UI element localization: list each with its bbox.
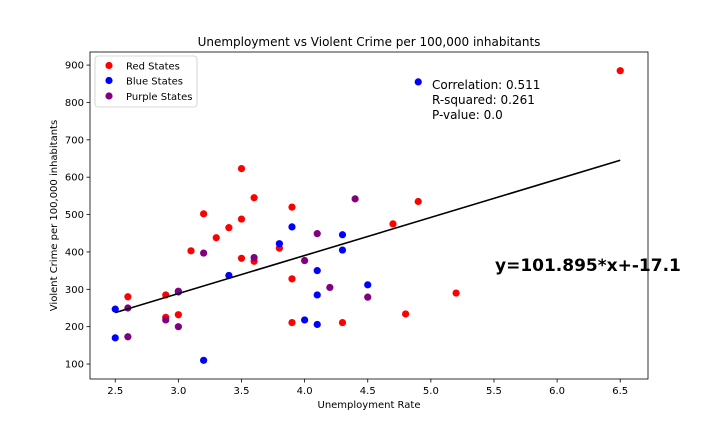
data-point: [212, 234, 220, 242]
data-point: [174, 311, 182, 319]
data-point: [338, 318, 347, 327]
data-point: [174, 323, 182, 331]
data-point: [301, 256, 309, 265]
data-point: [187, 247, 195, 255]
stats-correlation: Correlation: 0.511: [432, 78, 540, 92]
legend-marker-red-states: [105, 61, 113, 70]
data-point: [389, 220, 397, 228]
y-tick-label: 700: [65, 135, 84, 146]
series-purple-states: [124, 195, 372, 341]
data-point: [288, 275, 296, 283]
data-point: [111, 305, 119, 313]
x-tick-label: 4.0: [297, 386, 313, 397]
data-point: [250, 194, 258, 202]
legend-frame: [94, 55, 198, 108]
y-tick-label: 800: [65, 98, 84, 109]
data-point: [402, 310, 410, 318]
y-tick-label: 900: [65, 61, 84, 72]
data-point: [414, 78, 422, 86]
data-point: [288, 203, 296, 211]
data-point: [616, 67, 624, 75]
data-point: [351, 195, 359, 203]
legend-label-purple-states: Purple States: [126, 92, 192, 103]
data-point: [313, 267, 321, 275]
data-point: [288, 318, 296, 327]
x-tick-label: 3.5: [234, 386, 250, 397]
data-point: [200, 249, 208, 257]
data-point: [414, 197, 422, 206]
data-point: [288, 223, 296, 231]
x-tick-label: 2.5: [107, 386, 123, 397]
x-axis-label: Unemployment Rate: [318, 400, 421, 411]
y-tick-label: 500: [65, 210, 84, 221]
data-point: [124, 293, 132, 301]
data-point: [237, 254, 246, 262]
x-tick-label: 3.0: [170, 386, 186, 397]
legend-marker-blue-states: [105, 76, 113, 85]
stats-r-squared: R-squared: 0.261: [432, 93, 535, 107]
y-axis: 100 200 300 400 500 600 700 800 900: [65, 61, 90, 371]
data-point: [225, 224, 233, 232]
y-tick-label: 200: [65, 322, 84, 333]
legend-label-red-states: Red States: [126, 62, 180, 73]
regression-line: [115, 159, 621, 314]
data-point: [338, 246, 347, 254]
x-axis: 2.5 3.0 3.5 4.0 4.5 5.0 5.5 6.0 6.5: [107, 379, 628, 397]
regression-equation: y=101.895*x+-17.1: [495, 256, 681, 276]
data-point: [326, 283, 334, 292]
stats-annotation: Correlation: 0.511 R-squared: 0.261 P-va…: [432, 78, 540, 122]
data-point: [237, 164, 246, 173]
x-tick-label: 6.5: [612, 386, 628, 397]
series-blue-states: [111, 78, 422, 364]
data-point: [162, 316, 170, 324]
y-tick-label: 400: [65, 247, 84, 258]
data-point: [338, 231, 347, 239]
data-point: [200, 210, 208, 218]
data-point: [364, 293, 372, 301]
stats-p-value: P-value: 0.0: [432, 108, 503, 122]
data-point: [364, 281, 372, 289]
x-tick-label: 5.0: [423, 386, 439, 397]
x-tick-label: 4.5: [360, 386, 376, 397]
legend-marker-purple-states: [105, 92, 113, 100]
data-point: [452, 289, 460, 297]
y-tick-label: 300: [65, 285, 84, 296]
chart-title: Unemployment vs Violent Crime per 100,00…: [198, 35, 541, 49]
data-point: [200, 356, 208, 364]
data-point: [111, 334, 119, 342]
data-point: [301, 316, 309, 324]
y-tick-label: 600: [65, 173, 84, 184]
data-point: [313, 291, 321, 299]
plot-area: [111, 67, 624, 364]
legend-label-blue-states: Blue States: [126, 77, 183, 88]
x-tick-label: 5.5: [486, 386, 502, 397]
data-point: [237, 215, 246, 223]
plot-frame: [89, 51, 649, 380]
data-point: [250, 253, 258, 262]
legend: Red States Blue States Purple States: [94, 55, 198, 108]
x-tick-label: 6.0: [549, 386, 565, 397]
data-point: [313, 230, 321, 238]
y-axis-label: Violent Crime per 100,000 inhabitants: [49, 120, 60, 311]
data-point: [124, 333, 132, 341]
y-tick-label: 100: [65, 360, 84, 371]
data-point: [275, 240, 283, 248]
series-red-states: [124, 67, 624, 327]
data-point: [313, 320, 321, 329]
